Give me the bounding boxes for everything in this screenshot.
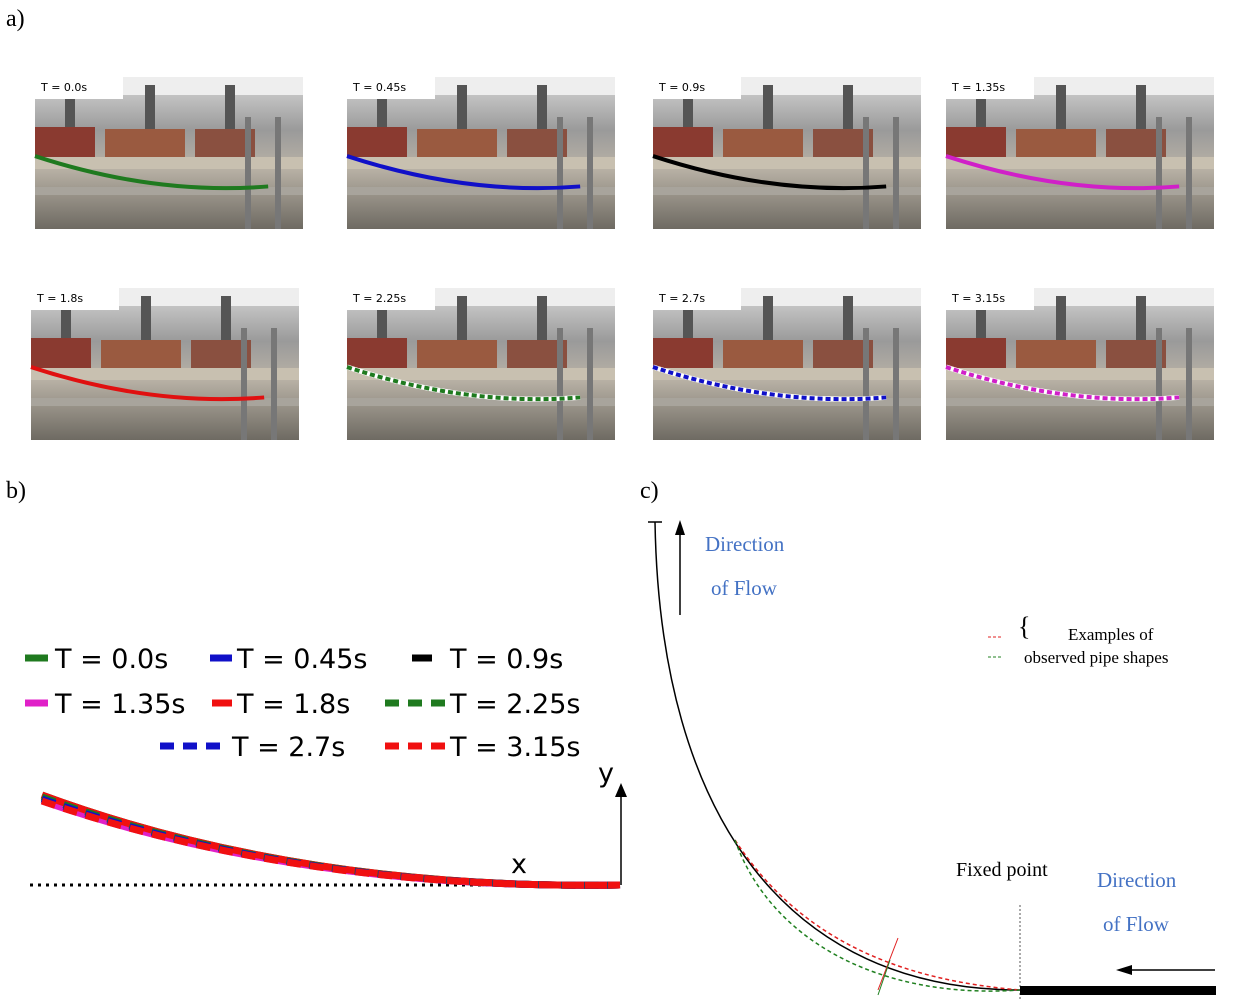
pipe-curve (42, 801, 620, 885)
pipe-curve (42, 799, 620, 885)
frame-label: T = 2.25s (352, 292, 406, 305)
panel-label: b) (6, 478, 26, 504)
legend-label: T = 1.8s (236, 689, 350, 720)
legend-label: T = 0.45s (236, 644, 367, 675)
flow-label: Direction (705, 532, 785, 556)
legend-label: T = 0.0s (54, 644, 168, 675)
arrowhead (615, 783, 627, 797)
photo (946, 288, 1214, 440)
photo (31, 288, 299, 440)
curves (42, 795, 620, 885)
flow-label: of Flow (711, 576, 778, 600)
arrowhead (1116, 965, 1132, 975)
axis-label: x (511, 849, 527, 880)
frame-label: T = 1.8s (36, 292, 83, 305)
legend-label: T = 0.9s (449, 644, 563, 675)
flow-label: Direction (1097, 868, 1177, 892)
pipe-curve (42, 799, 620, 885)
legend-label: T = 3.15s (449, 732, 580, 763)
panel-label: c) (640, 478, 659, 504)
brace: { (1018, 612, 1030, 641)
flow-label: of Flow (1103, 912, 1170, 936)
pipe (655, 522, 1020, 990)
legend-label: T = 1.35s (54, 689, 185, 720)
frame-label: T = 0.0s (40, 81, 87, 94)
pipe-curve (42, 801, 620, 885)
note: observed pipe shapes (1024, 648, 1168, 667)
frame-label: T = 0.9s (658, 81, 705, 94)
axis-label: y (598, 758, 614, 789)
photo (653, 288, 921, 440)
arrowhead (675, 520, 685, 535)
fixed-pipe (1020, 986, 1216, 995)
photo (653, 77, 921, 229)
frame-label: T = 1.35s (951, 81, 1005, 94)
legend-label: T = 2.25s (449, 689, 580, 720)
frame-label: T = 3.15s (951, 292, 1005, 305)
legend: T = 0.0s T = 0.45s T = 0.9s T = 1.35s T = 1.… (25, 644, 580, 763)
figure: a) b) c) T = 0.0s T = 0.45s T = 0.9s T = 1.… (0, 0, 1234, 1001)
photo (347, 77, 615, 229)
photo (946, 77, 1214, 229)
fixed-point: Fixed point (956, 859, 1048, 881)
panel-label: a) (6, 6, 25, 32)
frame-label: T = 0.45s (352, 81, 406, 94)
legend-label: T = 2.7s (231, 732, 345, 763)
note: Examples of (1068, 625, 1154, 644)
frame-label: T = 2.7s (658, 292, 705, 305)
photo (347, 288, 615, 440)
photo (35, 77, 303, 229)
frame-grid: T = 0.0s T = 0.45s T = 0.9s T = 1.35s T = 1.… (31, 77, 1214, 440)
